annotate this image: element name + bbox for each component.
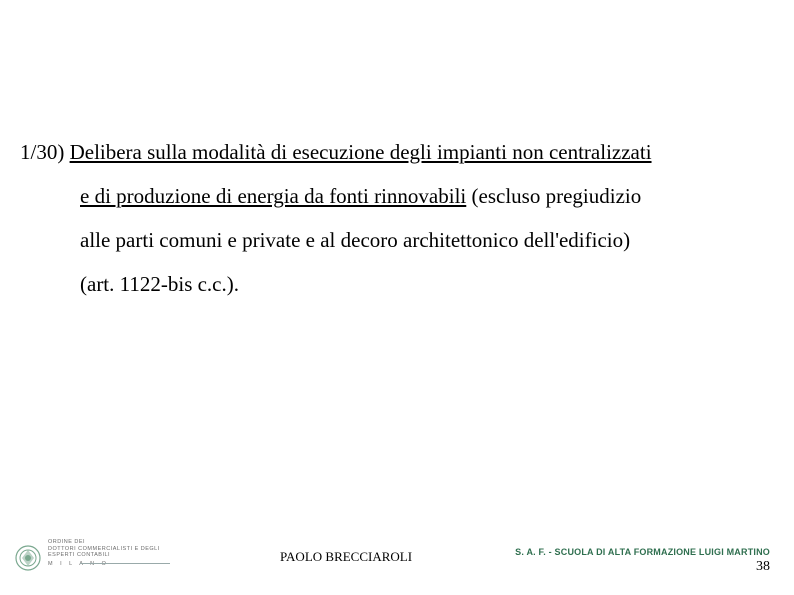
logo-line3: ESPERTI CONTABILI (48, 552, 110, 558)
item-number: 1/30) (20, 140, 70, 164)
body-line2: e di produzione di energia da fonti rinn… (20, 174, 780, 218)
item-title-part1: Delibera sulla modalità di esecuzione de… (70, 140, 652, 164)
logo-mark-icon (14, 544, 42, 572)
body-line2-rest: (escluso pregiudizio (466, 184, 641, 208)
logo-line2: DOTTORI COMMERCIALISTI E DEGLI (48, 546, 160, 552)
slide-page: 1/30) Delibera sulla modalità di esecuzi… (0, 0, 794, 595)
body-line4: (art. 1122-bis c.c.). (20, 262, 780, 306)
logo-text: ORDINE DEI DOTTORI COMMERCIALISTI E DEGL… (48, 539, 160, 567)
logo-divider (80, 563, 170, 564)
body-paragraph: 1/30) Delibera sulla modalità di esecuzi… (20, 130, 780, 306)
page-number: 38 (756, 559, 770, 575)
author-name: PAOLO BRECCIAROLI (280, 549, 412, 565)
logo-line1: ORDINE DEI (48, 539, 85, 545)
body-line3: alle parti comuni e private e al decoro … (20, 218, 780, 262)
org-logo: ORDINE DEI DOTTORI COMMERCIALISTI E DEGL… (14, 539, 164, 577)
logo-milan: M I L A N O (48, 561, 160, 568)
item-title-part2: e di produzione di energia da fonti rinn… (80, 184, 466, 208)
footer: ORDINE DEI DOTTORI COMMERCIALISTI E DEGL… (0, 537, 794, 577)
school-name: S. A. F. - SCUOLA DI ALTA FORMAZIONE LUI… (515, 547, 770, 557)
